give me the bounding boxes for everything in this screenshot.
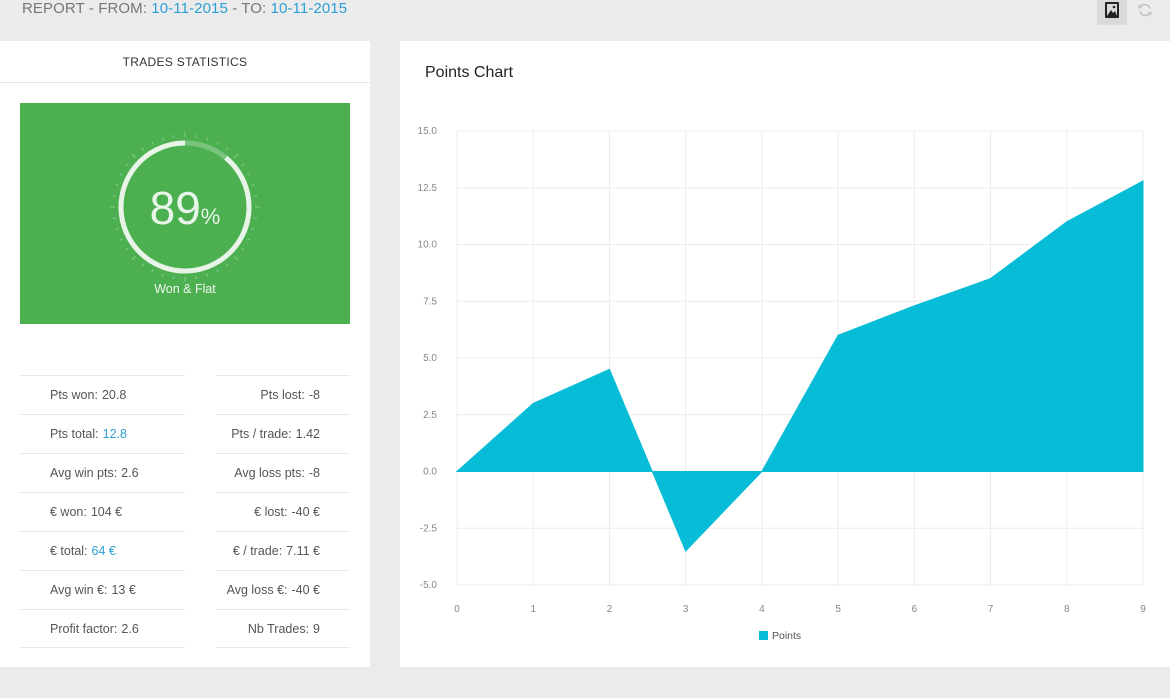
points-chart: 15.0 12.5 10.0 7.5 5.0 2.5 0.0 -2.5 -5.0 0 1 2 3 4 5 6 7… <box>418 126 1147 642</box>
report-mid: - TO: <box>227 0 271 17</box>
data-point <box>761 471 763 472</box>
trades-statistics-panel: TRADES STATISTICS 89% Won & Flat Pts won… <box>0 41 370 667</box>
gauge-tick <box>206 137 209 141</box>
y-tick-label: 15.0 <box>418 126 438 137</box>
gauge-unit: % <box>200 204 221 229</box>
stats-left-column: Pts won: 20.8 Pts total: 12.8 Avg win pts:… <box>20 375 185 648</box>
x-tick-label: 3 <box>683 604 689 615</box>
gauge-tick <box>119 238 123 241</box>
gauge-tick <box>115 183 119 186</box>
x-tick-label: 8 <box>1064 604 1070 615</box>
data-point <box>685 550 687 552</box>
chart-legend: Points <box>759 630 801 642</box>
legend-label: Points <box>772 630 801 642</box>
y-tick-label: 0.0 <box>423 467 437 478</box>
stat-row: Avg loss pts: -8 <box>216 453 350 492</box>
gauge-caption: Won & Flat <box>154 282 216 296</box>
stat-row: Pts total: 12.8 <box>20 414 185 453</box>
to-date[interactable]: 10-11-2015 <box>270 0 348 17</box>
gauge-number: 89 <box>149 182 201 234</box>
x-tick-label: 2 <box>607 604 613 615</box>
gauge-tick <box>225 263 229 267</box>
x-tick-label: 1 <box>530 604 536 615</box>
data-point <box>1142 180 1144 182</box>
stat-row: Pts won: 20.8 <box>20 375 185 414</box>
gauge-value: 89% <box>20 181 350 235</box>
gauge-tick <box>161 273 164 277</box>
y-tick-label: -2.5 <box>420 523 438 534</box>
x-tick-label: 6 <box>912 604 918 615</box>
series-area-points <box>455 180 1144 552</box>
stat-row: Profit factor: 2.6 <box>20 609 185 648</box>
stat-row: Nb Trades: 9 <box>216 609 350 648</box>
image-icon <box>1105 2 1119 18</box>
stat-row: Pts lost: -8 <box>216 375 350 414</box>
stat-row: Avg loss €: -40 € <box>216 570 350 609</box>
y-tick-label: 2.5 <box>423 410 437 421</box>
gauge-tick <box>216 141 219 145</box>
y-tick-label: 5.0 <box>423 353 437 364</box>
image-button[interactable] <box>1097 0 1127 25</box>
stats-right-column: Pts lost: -8 Pts / trade: 1.42 Avg loss pt… <box>216 375 350 648</box>
data-point <box>837 334 839 336</box>
stat-row: € won: 104 € <box>20 492 185 531</box>
gauge-tick <box>234 153 239 158</box>
gauge-tick <box>151 269 154 273</box>
x-tick-label: 4 <box>759 604 765 615</box>
x-tick-label: 5 <box>835 604 841 615</box>
gauge-tick <box>119 173 123 176</box>
from-date[interactable]: 10-11-2015 <box>151 0 228 17</box>
gauge-tick <box>131 153 136 158</box>
stat-row: € total: 64 € <box>20 531 185 570</box>
y-tick-label: -5.0 <box>420 580 438 591</box>
gauge-tick <box>161 137 164 141</box>
stat-row: € lost: -40 € <box>216 492 350 531</box>
gauge-tick <box>241 163 245 167</box>
gauge-tick <box>251 228 255 231</box>
points-chart-panel: 15.0 12.5 10.0 7.5 5.0 2.5 0.0 -2.5 -5.0 0 1 2 3 4 5 6 7… <box>400 41 1170 667</box>
data-point <box>913 305 915 307</box>
data-point <box>990 278 992 280</box>
stat-row: Avg win €: 13 € <box>20 570 185 609</box>
gauge-tick <box>247 238 251 241</box>
refresh-button[interactable] <box>1130 0 1160 25</box>
data-point <box>1066 221 1068 223</box>
gauge-tick <box>141 147 145 151</box>
refresh-icon <box>1138 3 1152 17</box>
x-tick-label: 7 <box>988 604 994 615</box>
gauge-tick <box>125 163 129 167</box>
data-point <box>608 368 610 370</box>
gauge-tick <box>234 256 239 261</box>
data-point <box>456 471 458 472</box>
stat-row: Pts / trade: 1.42 <box>216 414 350 453</box>
gauge-tick <box>206 273 209 277</box>
gauge-tick <box>125 247 129 251</box>
x-tick-label: 9 <box>1140 604 1146 615</box>
gauge-tick <box>151 141 154 145</box>
gauge-tick <box>241 247 245 251</box>
y-tick-label: 7.5 <box>423 296 437 307</box>
gauge-tick <box>225 147 229 151</box>
gauge-tick <box>251 183 255 186</box>
gauge-tick <box>216 269 219 273</box>
gauge-tick <box>247 173 251 176</box>
x-tick-label: 0 <box>454 604 460 615</box>
stats-panel-title: TRADES STATISTICS <box>0 41 370 83</box>
won-flat-gauge: 89% Won & Flat <box>20 103 350 324</box>
y-tick-label: 12.5 <box>418 183 438 194</box>
report-header: REPORT - FROM: 10-11-2015 - TO: 10-11-20… <box>22 0 347 20</box>
gauge-fill-arc <box>118 140 252 274</box>
gauge-ring <box>110 132 260 282</box>
data-point <box>532 402 534 404</box>
gauge-tick <box>131 256 136 261</box>
gauge-tick <box>141 263 145 267</box>
stat-row: Avg win pts: 2.6 <box>20 453 185 492</box>
stat-row: € / trade: 7.11 € <box>216 531 350 570</box>
y-tick-label: 10.0 <box>418 240 438 251</box>
gauge-tick <box>115 228 119 231</box>
chart-title: Points Chart <box>425 64 514 81</box>
report-prefix: REPORT - FROM: <box>22 0 152 17</box>
legend-swatch <box>759 631 768 640</box>
